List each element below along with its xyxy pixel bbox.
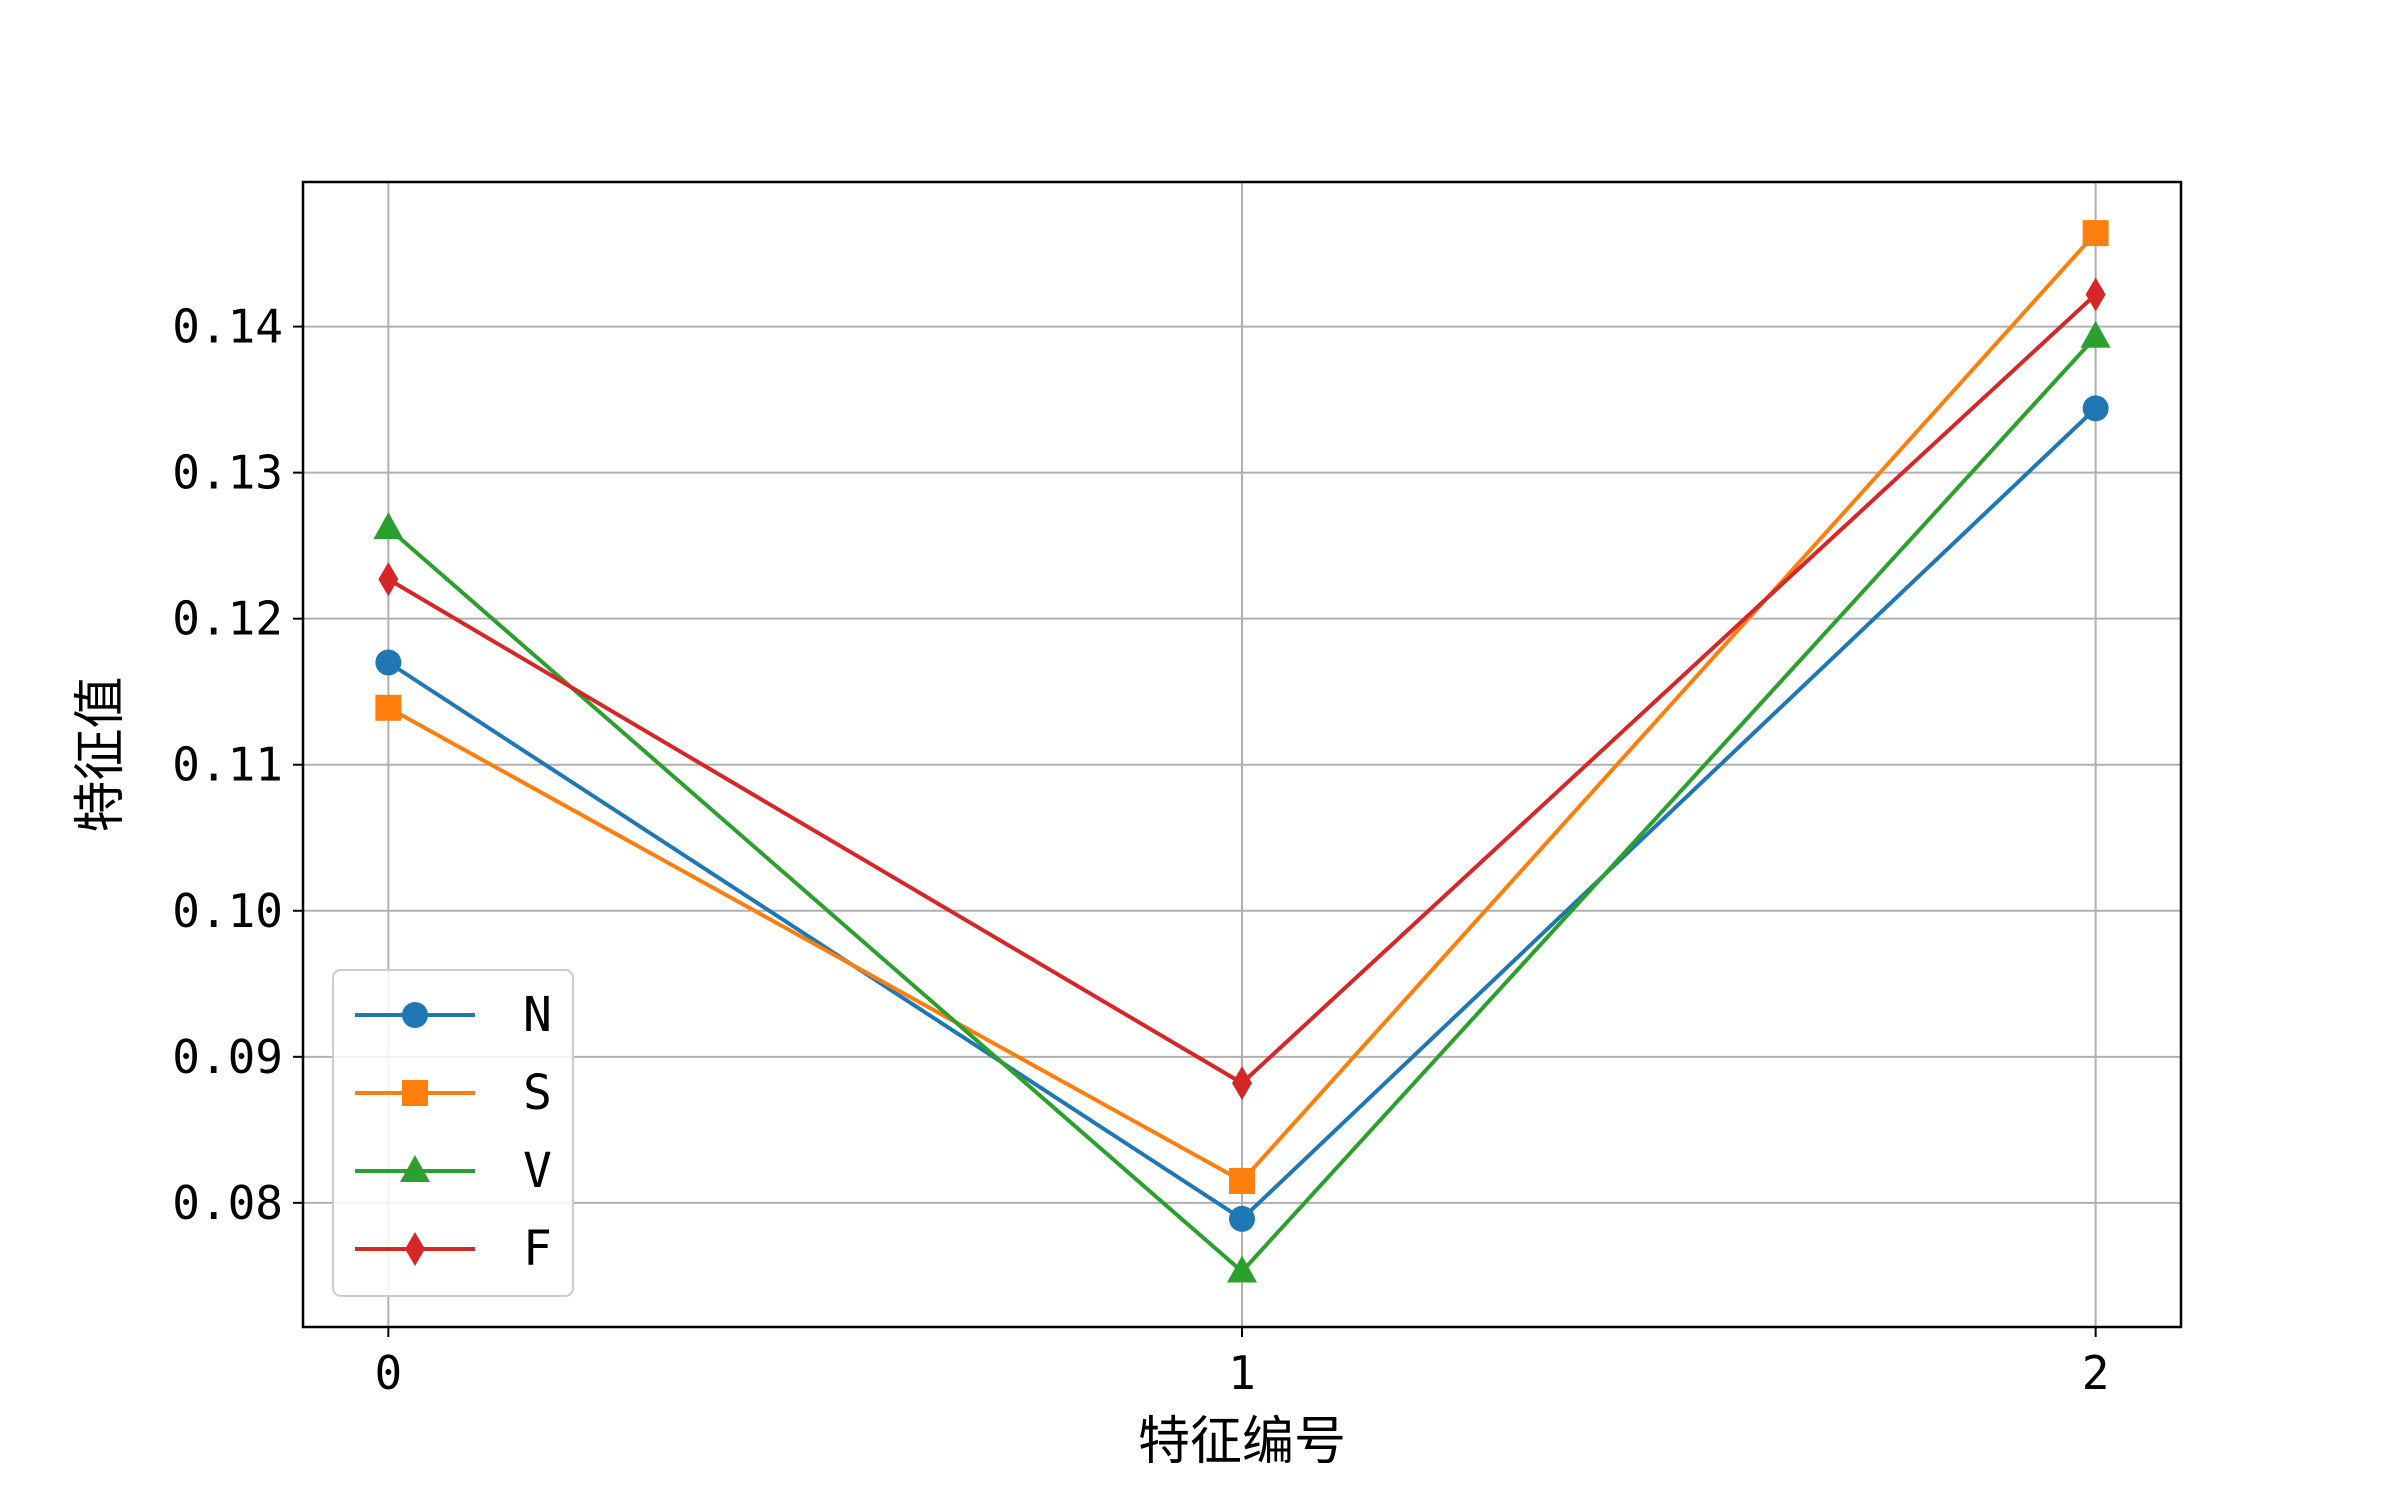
legend-marker-v — [400, 1155, 430, 1182]
y-tick-label: 0.13 — [172, 446, 283, 500]
series-n — [375, 395, 2109, 1232]
series-v-point — [2080, 320, 2111, 348]
series-s-point — [1229, 1167, 1255, 1194]
series-n-point — [1229, 1205, 1255, 1232]
legend-label-n: N — [523, 987, 552, 1043]
legend-marker-s — [402, 1080, 428, 1106]
x-tick-label: 1 — [1228, 1346, 1256, 1400]
series-v-point — [1227, 1255, 1257, 1283]
y-axis-label: 特征值 — [71, 676, 131, 832]
grid — [303, 182, 2181, 1327]
y-tick-label: 0.08 — [172, 1176, 283, 1230]
series-s-point — [2082, 220, 2109, 247]
series-layer — [373, 220, 2111, 1283]
legend-marker-f — [405, 1232, 425, 1266]
legend-box — [332, 969, 574, 1297]
y-tick-label: 0.10 — [172, 884, 283, 938]
series-f — [378, 277, 2106, 1101]
series-s-point — [375, 694, 402, 721]
series-s — [375, 220, 2109, 1194]
legend-label-f: F — [523, 1221, 552, 1277]
y-tick-label: 0.14 — [172, 300, 283, 354]
legend-label-s: S — [523, 1065, 552, 1121]
legend-marker-n — [402, 1002, 428, 1028]
series-f-point — [2085, 277, 2106, 312]
series-n-point — [2082, 395, 2109, 422]
x-tick-label: 0 — [375, 1346, 403, 1400]
ticks: 0 1 2 0.08 0.09 0.10 0.11 0.12 0.13 0.14 — [172, 300, 2109, 1400]
y-tick-label: 0.09 — [172, 1030, 283, 1084]
y-tick-label: 0.11 — [172, 738, 283, 792]
legend-label-v: V — [523, 1143, 552, 1199]
x-axis-label: 特征编号 — [1138, 1412, 1346, 1472]
series-v-point — [373, 512, 404, 540]
series-v — [373, 320, 2111, 1283]
y-tick-label: 0.12 — [172, 592, 283, 646]
series-n-point — [375, 649, 402, 676]
x-tick-label: 2 — [2082, 1346, 2110, 1400]
series-f-point — [1232, 1066, 1252, 1101]
series-f-point — [378, 562, 399, 597]
